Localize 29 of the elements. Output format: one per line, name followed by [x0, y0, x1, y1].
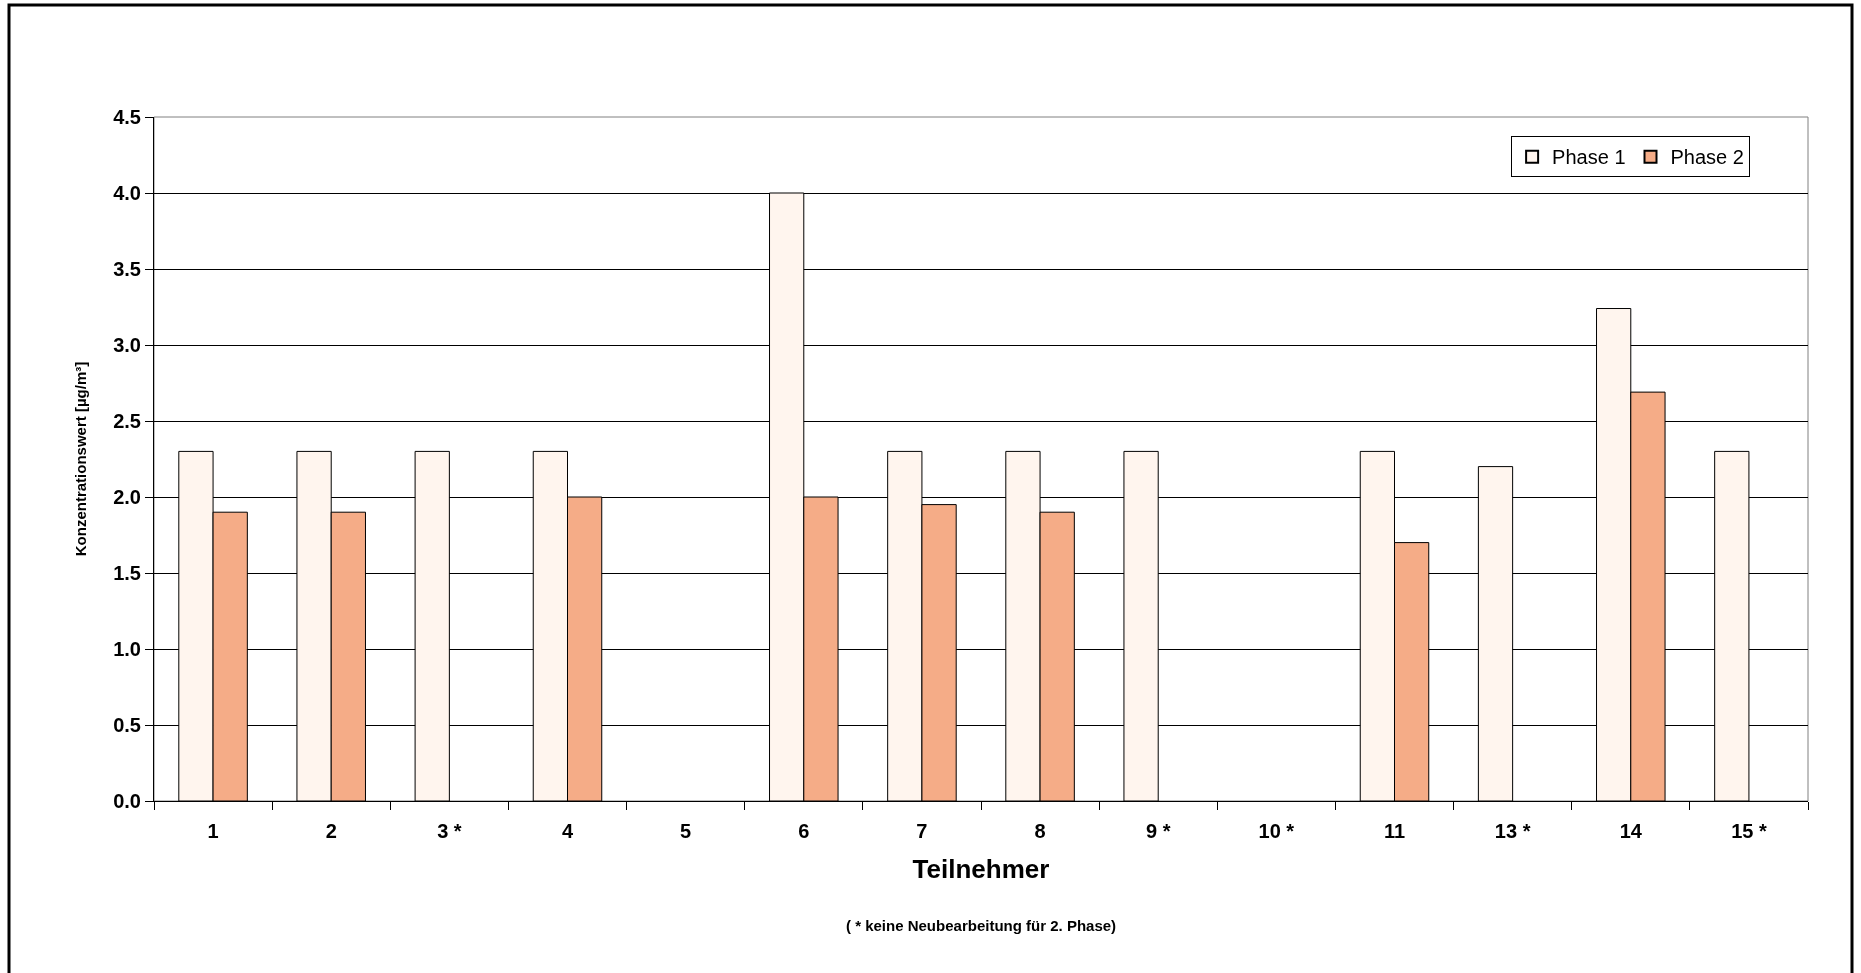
x-tick-label: 14	[1619, 820, 1643, 842]
x-tick-label: 15 *	[1731, 820, 1767, 842]
y-tick-label: 4.0	[113, 182, 141, 204]
x-tick-label: 9 *	[1145, 820, 1171, 842]
legend-label: Phase 2	[1670, 146, 1744, 169]
y-axis-title: Konzentrationswert [µg/m³]	[72, 361, 90, 557]
x-tick-label: 11	[1383, 820, 1406, 842]
x-tick-label: 13 *	[1494, 820, 1531, 842]
x-tick-label: 10 *	[1258, 820, 1295, 842]
x-tick-label: 7	[916, 820, 928, 842]
legend-label: Phase 1	[1552, 146, 1626, 169]
y-tick-label: 0.0	[113, 790, 141, 812]
x-tick-label: 6	[798, 820, 810, 842]
y-tick-label: 1.0	[113, 638, 141, 660]
y-tick-label: 1.5	[113, 562, 141, 584]
x-tick-label: 2	[325, 820, 337, 842]
x-tick-label: 8	[1034, 820, 1046, 842]
y-tick-label: 0.5	[113, 714, 141, 736]
y-tick-label: 2.0	[113, 486, 141, 508]
x-tick-label: 3 *	[437, 820, 462, 842]
x-tick-label: 4	[561, 820, 574, 842]
y-tick-label: 3.5	[113, 258, 141, 280]
x-axis-title: Teilnehmer	[912, 853, 1050, 884]
y-tick-label: 2.5	[113, 410, 141, 432]
y-tick-label: 4.5	[113, 106, 141, 128]
text: ( * keine Neubearbeitung für 2. Phase)	[846, 917, 1117, 934]
x-tick-label: 1	[207, 820, 219, 842]
y-tick-label: 3.0	[113, 334, 141, 356]
x-tick-label: 5	[680, 820, 692, 842]
